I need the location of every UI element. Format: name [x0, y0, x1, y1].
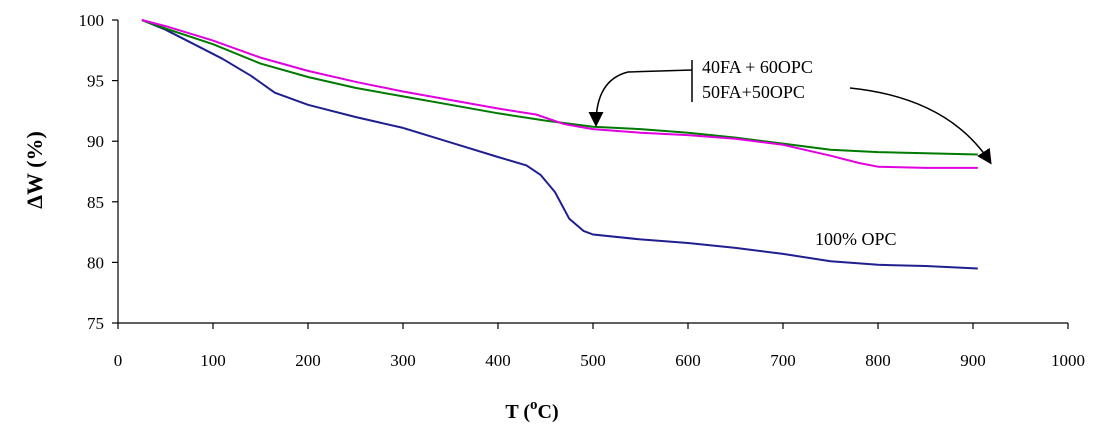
x-tick-label: 100 — [200, 351, 226, 370]
y-axis-label: ΔW (%) — [22, 131, 47, 209]
y-tick-label: 85 — [87, 193, 104, 212]
axes — [117, 20, 1068, 324]
y-tick-label: 75 — [87, 314, 104, 333]
annotation-arrow-right — [849, 87, 992, 165]
annotation-50fa-50opc: 50FA+50OPC — [702, 82, 805, 102]
series-layer — [141, 19, 978, 270]
series-line-40fa-60opc — [141, 19, 978, 156]
annotation-40fa-60opc: 40FA + 60OPC — [702, 57, 813, 77]
y-tick-label: 80 — [87, 253, 104, 272]
x-tick-label: 600 — [675, 351, 701, 370]
series-line-100-opc — [141, 19, 978, 270]
annotation-arrow-left — [588, 69, 693, 127]
x-tick-label: 900 — [960, 351, 986, 370]
series-line-50fa-50opc — [141, 19, 978, 169]
x-tick-label: 800 — [865, 351, 891, 370]
x-axis-label-superscript: o — [530, 397, 538, 413]
x-axis-label-main: T ( — [505, 401, 530, 423]
y-tick-label: 100 — [79, 11, 105, 30]
x-axis-label: T (oC) — [505, 397, 558, 423]
x-tick-label: 500 — [580, 351, 606, 370]
x-axis-label-unit: C) — [538, 401, 559, 423]
annotation-100-opc: 100% OPC — [815, 229, 897, 249]
x-tick-label: 400 — [485, 351, 511, 370]
x-tick-label: 200 — [295, 351, 321, 370]
x-tick-label: 1000 — [1051, 351, 1085, 370]
y-tick-label: 95 — [87, 72, 104, 91]
x-tick-label: 300 — [390, 351, 416, 370]
x-tick-label: 700 — [770, 351, 796, 370]
y-tick-label: 90 — [87, 132, 104, 151]
x-tick-label: 0 — [114, 351, 123, 370]
